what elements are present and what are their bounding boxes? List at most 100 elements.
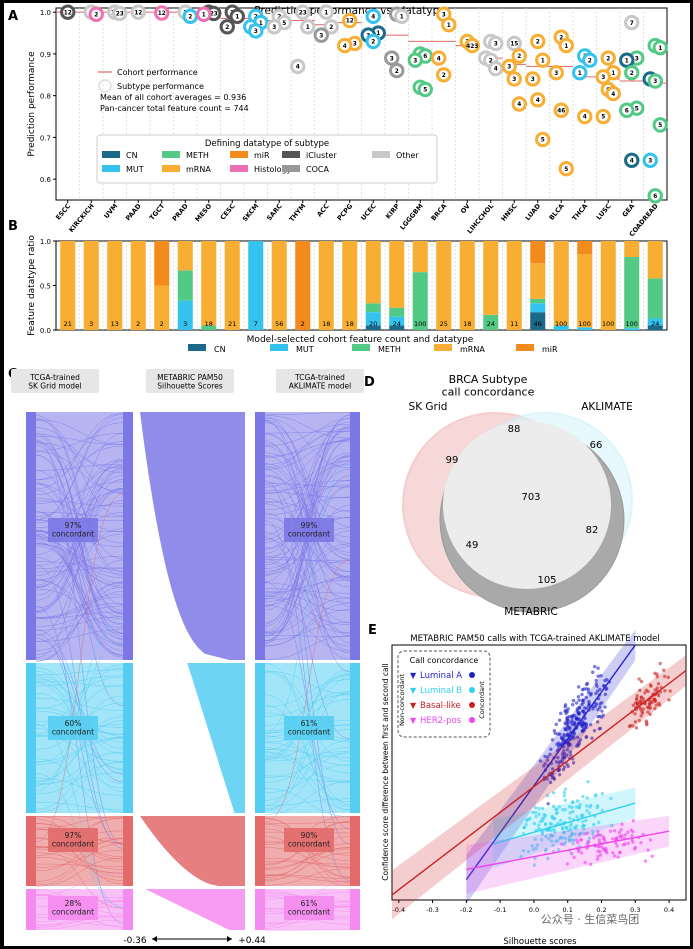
sk-group-bar-right (123, 816, 133, 886)
subtype-point-label: 6 (423, 54, 427, 60)
subtype-point-label: 3 (272, 25, 276, 31)
scatter-point (576, 840, 580, 845)
scatter-point (569, 851, 574, 856)
legend-swatch-meth (162, 151, 180, 158)
bar-segment-mir (530, 241, 546, 264)
legend-swatch-other (372, 151, 390, 158)
subtype-point (535, 52, 551, 68)
bar-segment-mrna (60, 241, 76, 330)
scatter-point (633, 701, 638, 705)
scatter-point (531, 810, 535, 815)
scatter-point (648, 706, 652, 711)
legend-swatch-mir (516, 344, 534, 351)
subtype-point-label: 1 (447, 23, 451, 29)
scatter-point (599, 833, 603, 837)
bar-segment-mrna (365, 241, 381, 304)
scatter-point (578, 722, 583, 727)
legend-label-meth: METH (186, 151, 209, 160)
feature-count-label: 21 (228, 320, 236, 328)
flow-line (264, 485, 351, 611)
subtype-point (530, 92, 546, 108)
flow-line (264, 843, 351, 877)
fit-line-luminal-a (465, 644, 636, 881)
feature-count-label: 18 (463, 320, 471, 328)
flow-line (264, 597, 351, 634)
flow-line (264, 530, 351, 636)
bar-segment-mrna (412, 241, 428, 273)
subtype-point (229, 8, 245, 25)
column-header: METABRIC PAM50 Silhouette Scores (157, 373, 223, 391)
flow-line (35, 442, 124, 469)
scatter-point (585, 831, 590, 835)
scatter-point (568, 750, 573, 754)
scatter-point (639, 841, 643, 845)
venn-sk-ak: 88 (508, 424, 521, 435)
scatter-point (584, 682, 589, 687)
scatter-point (554, 839, 558, 843)
scatter-point (587, 840, 591, 844)
x-tick-label: -0.2 (460, 906, 473, 914)
bar-segment-mrna (130, 241, 146, 330)
scatter-point (596, 714, 600, 719)
silhouette-shape (140, 412, 245, 660)
scatter-point (593, 664, 597, 669)
scatter-point (572, 720, 577, 725)
scatter-point (557, 772, 562, 777)
scatter-point (534, 814, 538, 819)
subtype-legend-circle (98, 79, 112, 93)
silhouette-shape (187, 663, 245, 813)
subtype-point (290, 58, 306, 75)
flow-line (35, 433, 124, 474)
subtype-point (389, 62, 405, 79)
bar-segment-mir (577, 241, 593, 255)
panel-b-xlabel: Model-selected cohort feature count and … (247, 335, 474, 345)
flow-line (264, 788, 351, 817)
subtype-point (577, 108, 593, 125)
bar-segment-mut (530, 303, 546, 313)
feature-count-label: 100 (555, 320, 567, 328)
subtype-point (295, 4, 311, 20)
scatter-point (613, 841, 618, 845)
scatter-point (589, 803, 593, 808)
subtype-point-label: 3 (494, 42, 498, 48)
flow-line (264, 892, 351, 900)
scatter-point (650, 854, 654, 858)
scatter-point (556, 755, 560, 760)
x-tick-label: -0.3 (426, 906, 439, 914)
concordant-marker (469, 672, 475, 678)
subtype-point (506, 71, 522, 87)
flow-line (264, 847, 351, 869)
scatter-point (569, 720, 573, 724)
legend-label-icluster: iCluster (306, 151, 337, 160)
scatter-point (533, 856, 537, 860)
flow-line (35, 856, 124, 874)
subtype-point-label: 3 (353, 42, 357, 48)
scatter-point (578, 803, 582, 807)
scatter-point (626, 830, 630, 834)
flow-line (35, 737, 124, 762)
scatter-point (552, 827, 556, 832)
ak-concordant-label: 90% concordant (288, 831, 330, 849)
label-line: BRCA Subtype (449, 373, 528, 386)
scatter-point (646, 710, 650, 714)
scatter-point (563, 726, 567, 731)
x-tick-label: -0.1 (494, 906, 507, 914)
label-line: concordant (288, 840, 330, 849)
scatter-point (542, 815, 547, 820)
scatter-point (601, 835, 606, 839)
y-tick-label: 0.6 (40, 176, 52, 184)
label-line: 90% (301, 831, 318, 840)
subtype-point-label: 2 (395, 69, 399, 75)
flow-line (35, 676, 124, 709)
subtype-point-label: 2 (517, 54, 521, 60)
subtype-point (60, 4, 76, 20)
subtype-point-label: 4 (517, 102, 521, 108)
scatter-point (592, 836, 596, 840)
legend-swatch-mrna (434, 344, 452, 351)
flow-line (35, 802, 124, 810)
subtype-point (464, 37, 480, 54)
scatter-point (600, 791, 605, 796)
scatter-point (533, 837, 537, 841)
scatter-point (579, 851, 584, 855)
scatter-point (633, 720, 638, 724)
